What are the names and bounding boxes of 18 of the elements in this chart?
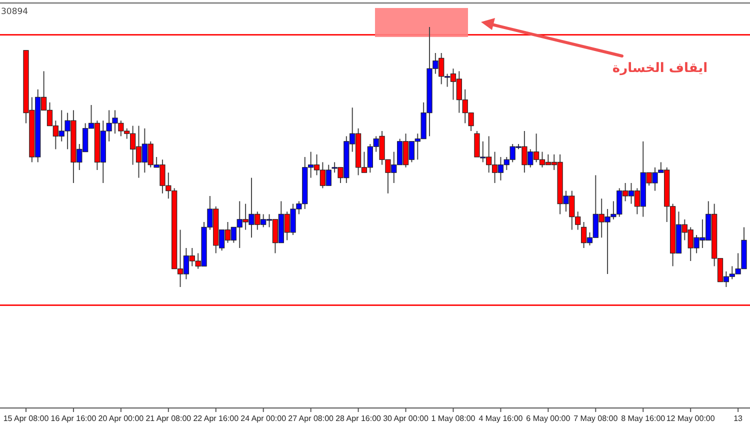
x-tick-label: 8 May 16:00 xyxy=(621,414,666,423)
x-tick-label: 6 May 00:00 xyxy=(526,414,571,423)
x-tick-label: 1 May 08:00 xyxy=(431,414,476,423)
x-tick-label: 27 Apr 08:00 xyxy=(288,414,334,423)
x-tick-label: 13 xyxy=(734,414,744,423)
x-tick-label: 28 Apr 16:00 xyxy=(336,414,382,423)
text: 30894 xyxy=(1,7,28,17)
x-tick-label: 21 Apr 08:00 xyxy=(146,414,192,423)
x-tick-label: 16 Apr 16:00 xyxy=(50,414,97,423)
annotation: ايقاف الخسارة xyxy=(612,61,708,76)
x-tick-label: 22 Apr 16:00 xyxy=(193,414,240,423)
x-tick-label: 24 Apr 00:00 xyxy=(240,414,287,423)
x-tick-label: 15 Apr 08:00 xyxy=(3,414,50,423)
x-tick-label: 12 May 00:00 xyxy=(666,414,716,423)
x-tick-label: 7 May 08:00 xyxy=(574,414,618,423)
x-tick-label: 20 Apr 00:00 xyxy=(98,414,144,423)
x-tick-label: 4 May 16:00 xyxy=(478,414,524,423)
x-tick-label: 30 Apr 00:00 xyxy=(383,414,430,423)
